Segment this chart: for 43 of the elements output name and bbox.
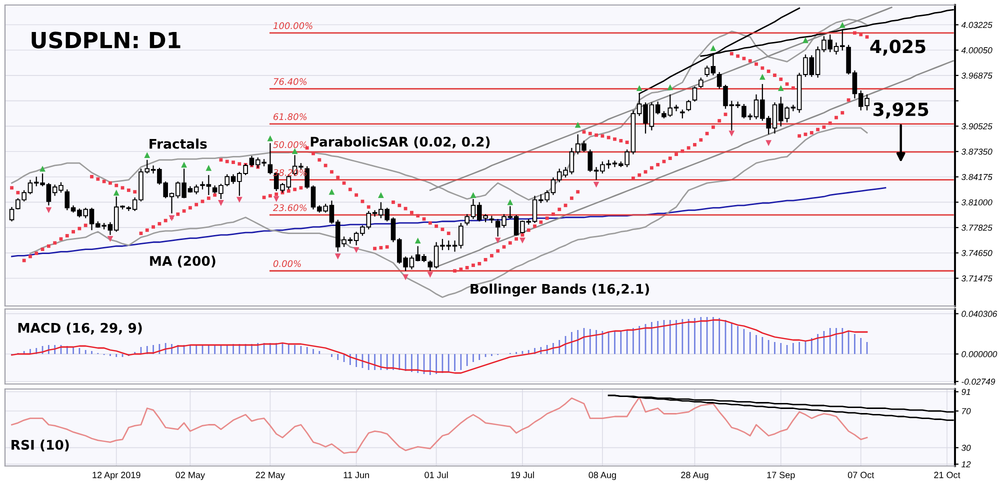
y-tick-label: 3.81000 (961, 199, 992, 206)
x-tick-label: 01 Jul (424, 472, 448, 478)
x-tick-label: 17 Sep (767, 472, 795, 480)
text: USDPLN: D1 (32, 32, 180, 48)
annotation: 4,025 (870, 40, 926, 56)
x-tick-label: 11 Jun (344, 472, 369, 478)
y-tick-label: 3.74650 (961, 250, 992, 256)
series-label: 23.60% (273, 204, 307, 212)
y-tick-label: 3.90525 (961, 123, 992, 130)
y-tick-label: 0.040306 (962, 310, 998, 317)
x-tick-label: 21 Oct (934, 472, 960, 478)
series-label: Fractals (150, 138, 207, 149)
series-label: MA (200) (150, 256, 216, 268)
y-tick-label: 3.87350 (961, 148, 992, 155)
y-tick-label: 0.000000 (962, 351, 998, 358)
annotation: 3,925 (874, 102, 928, 118)
y-tick-label: 3.96875 (961, 72, 992, 79)
y-tick-label: 4.00050 (961, 47, 992, 54)
x-tick-label: 19 Jul (511, 472, 534, 478)
series-label: 76.40% (274, 78, 307, 85)
series-label: ParabolicSAR (0.02, 0.2) (310, 136, 490, 148)
x-tick-label: 22 May (256, 472, 285, 480)
series-label: MACD (16, 29, 9) (18, 322, 142, 335)
series-label: 50.00% (273, 141, 307, 148)
y-tick-label: 30 (961, 444, 971, 451)
y-tick-label: 3.84175 (961, 174, 992, 180)
series-label: Bollinger Bands (16,2.1) (470, 284, 649, 296)
series-label: RSI (10) (12, 440, 69, 452)
y-tick-label: 91 (962, 388, 970, 395)
x-tick-label: 28 Aug (681, 472, 708, 480)
x-tick-label: 12 Apr 2019 (92, 472, 140, 480)
y-tick-label: 4.03225 (961, 22, 992, 28)
y-tick-label: -0.02749 (962, 378, 996, 385)
y-tick-label: 12 (961, 461, 971, 468)
series-label: 100.00% (273, 22, 312, 30)
x-tick-label: 07 Oct (848, 472, 874, 478)
y-tick-label: 70 (962, 408, 971, 414)
y-tick-label: 3.77825 (961, 224, 992, 231)
y-tick-label: 3.71475 (961, 275, 992, 282)
series-label: 61.80% (274, 113, 307, 120)
series-label: 0.00% (273, 260, 301, 268)
x-tick-label: 08 Aug (588, 472, 616, 480)
x-tick-label: 02 May (176, 472, 205, 480)
